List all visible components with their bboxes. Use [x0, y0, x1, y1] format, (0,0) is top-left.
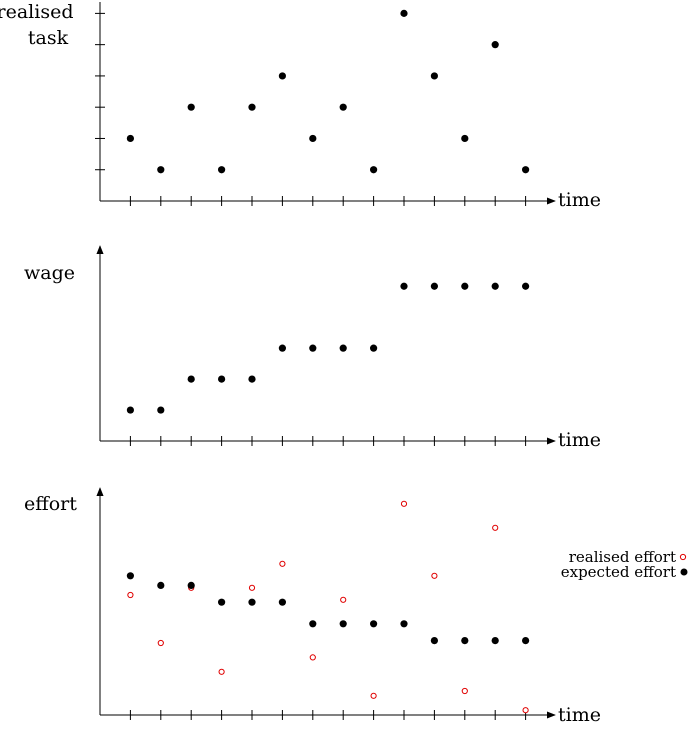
series-0-point: [370, 344, 378, 352]
expected-effort-point: [157, 581, 165, 590]
y-axis-label-line-2: task: [28, 27, 69, 49]
realised-effort-point: [309, 654, 316, 661]
expected-effort-point: [309, 620, 317, 628]
series-0-point: [218, 166, 226, 174]
expected-effort-point: [218, 598, 226, 606]
series-0-point: [248, 375, 256, 383]
realised-effort-point: [340, 596, 347, 603]
series-0-point: [430, 72, 438, 80]
effort-panel: effort time realised effort expected eff…: [24, 487, 688, 726]
series-0-point: [522, 282, 530, 290]
expected-effort-point: [370, 620, 378, 628]
realised-effort-point: [400, 500, 408, 507]
expected-effort-point: [248, 598, 256, 606]
series-0-point: [157, 406, 165, 414]
legend-label-realised-effort: realised effort: [569, 548, 676, 566]
x-axis-label: time: [558, 429, 601, 451]
series-0-point: [400, 9, 408, 17]
series-0-point: [309, 344, 317, 352]
legend-marker-expected-effort: [680, 568, 688, 576]
series-0-point: [126, 406, 134, 414]
expected-effort-point: [430, 637, 438, 645]
series-0-point: [491, 282, 499, 290]
series-0-point: [126, 134, 134, 143]
series-0-point: [187, 103, 195, 111]
series-0-point: [278, 72, 286, 80]
x-axis-label: time: [558, 189, 601, 211]
series-0-point: [309, 134, 317, 143]
series-0-point: [339, 344, 347, 352]
realised-effort-point: [370, 692, 377, 699]
series-0-point: [370, 166, 378, 174]
realised-effort-point: [431, 572, 438, 579]
realised-effort-point: [461, 687, 468, 695]
expected-effort-point: [400, 620, 408, 628]
expected-effort-point: [522, 637, 530, 645]
legend: realised effort expected effort: [561, 548, 688, 581]
realised-effort-point: [522, 707, 529, 714]
expected-effort-point: [339, 620, 347, 628]
y-axis-label: effort: [24, 493, 77, 515]
series-0-point: [522, 166, 530, 174]
series-0-point: [278, 344, 286, 352]
series-0-point: [339, 103, 347, 111]
series-0-point: [491, 41, 499, 49]
y-axis-label-line-1: realised: [0, 1, 73, 23]
series-0-point: [461, 134, 469, 143]
series-0-point: [430, 282, 438, 290]
series-0-point: [248, 103, 256, 111]
series-0-point: [461, 282, 469, 290]
realised-task-panel: realised task time: [0, 1, 601, 211]
expected-effort-point: [491, 637, 499, 645]
expected-effort-point: [461, 637, 469, 645]
realised-effort-point: [157, 639, 164, 647]
realised-effort-point: [218, 668, 225, 675]
expected-effort-point: [126, 572, 134, 580]
realised-effort-point: [248, 584, 256, 591]
realised-effort-point: [279, 560, 286, 567]
wage-panel: wage time: [24, 245, 601, 451]
series-0-point: [400, 282, 408, 290]
series-0-point: [218, 375, 226, 383]
y-axis-label: wage: [24, 262, 75, 284]
realised-effort-point: [492, 524, 499, 531]
legend-marker-realised-effort: [679, 553, 687, 561]
x-axis-label: time: [558, 704, 601, 726]
legend-label-expected-effort: expected effort: [561, 563, 676, 581]
series-0-point: [157, 166, 165, 174]
realised-effort-point: [127, 591, 134, 599]
expected-effort-point: [278, 598, 286, 606]
expected-effort-point: [187, 581, 195, 590]
series-0-point: [187, 375, 195, 383]
